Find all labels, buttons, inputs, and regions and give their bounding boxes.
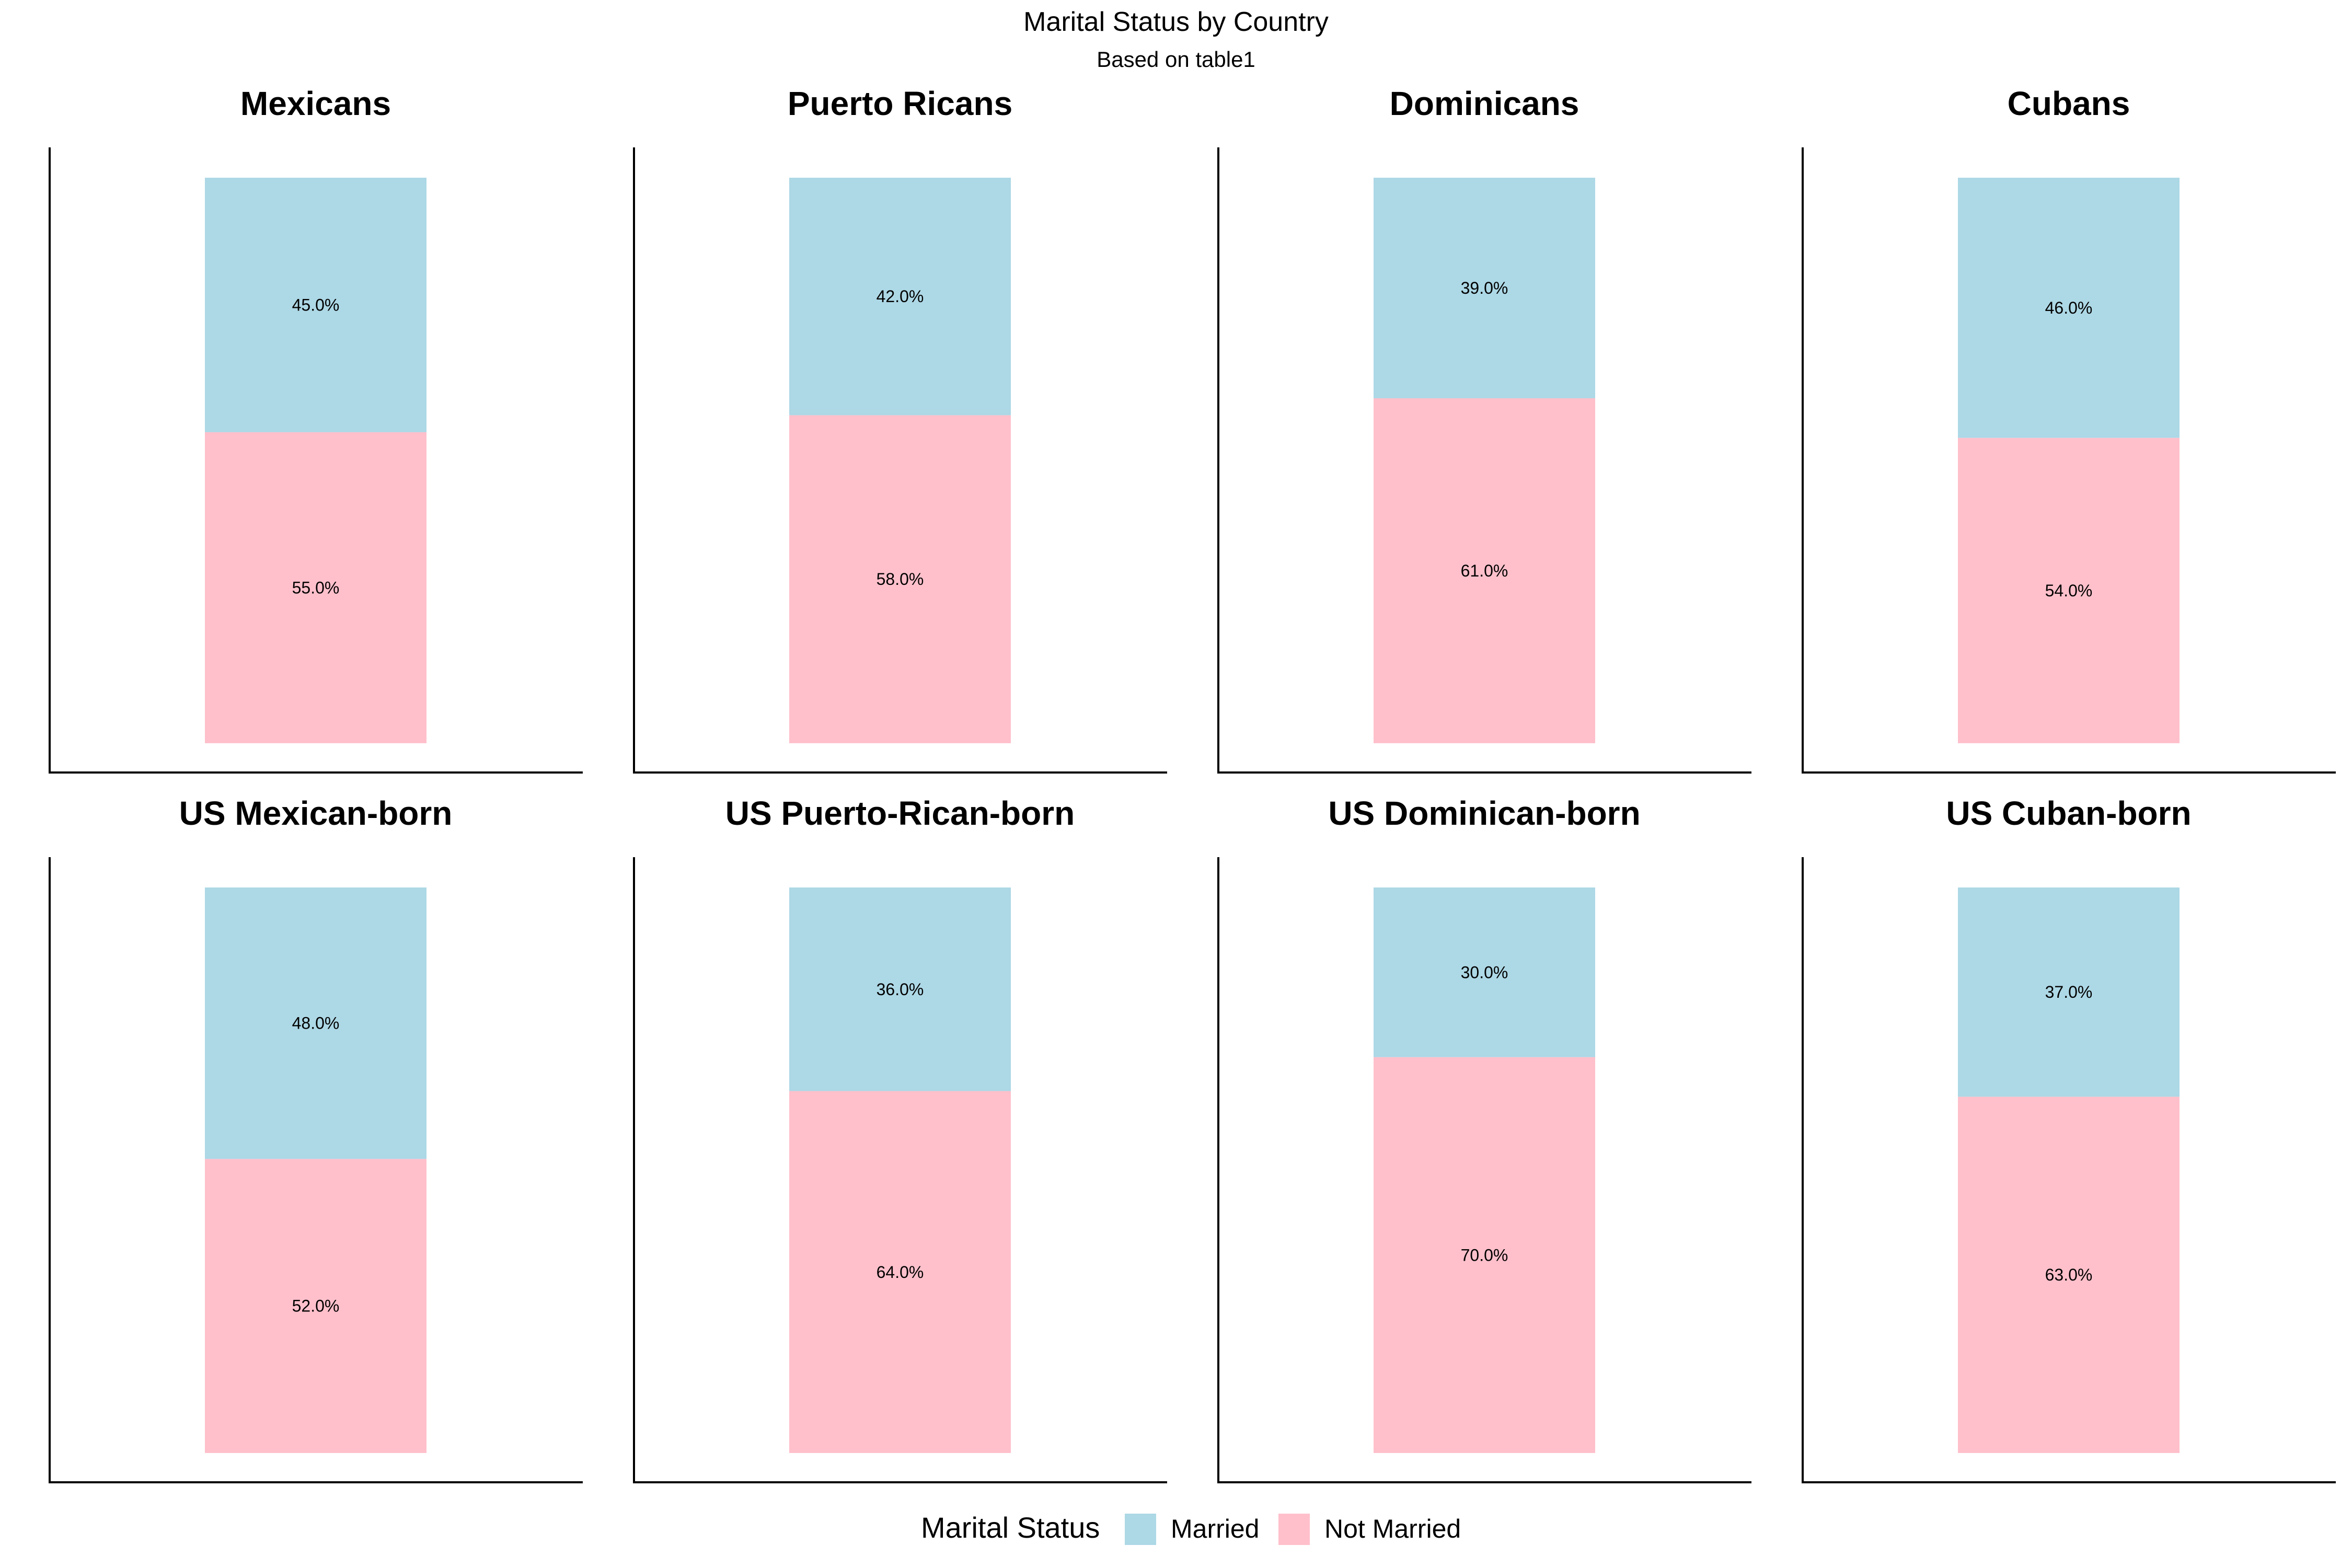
bar-married bbox=[1958, 887, 2180, 1097]
bar-married bbox=[789, 178, 1011, 416]
bar-married bbox=[205, 178, 426, 432]
bar-not-married bbox=[1374, 398, 1595, 743]
bar-not-married bbox=[205, 432, 426, 743]
data-label-not-married: 61.0% bbox=[1461, 561, 1508, 580]
panel-title-us-puerto-rican-born: US Puerto-Rican-born bbox=[725, 794, 1075, 832]
data-label-married: 42.0% bbox=[877, 287, 924, 306]
panel-title-cubans: Cubans bbox=[2008, 85, 2130, 122]
panel-title-dominicans: Dominicans bbox=[1390, 85, 1579, 122]
data-label-not-married: 55.0% bbox=[292, 578, 340, 597]
legend-swatch-married bbox=[1125, 1514, 1156, 1545]
legend-label-not-married: Not Married bbox=[1324, 1514, 1461, 1543]
bar-married bbox=[1374, 887, 1595, 1057]
data-label-not-married: 58.0% bbox=[877, 570, 924, 589]
data-label-married: 45.0% bbox=[292, 295, 340, 314]
data-label-not-married: 54.0% bbox=[2045, 581, 2093, 600]
data-label-married: 37.0% bbox=[2045, 983, 2093, 1001]
data-label-not-married: 64.0% bbox=[877, 1263, 924, 1282]
data-label-married: 36.0% bbox=[877, 980, 924, 999]
bar-not-married bbox=[1958, 1097, 2180, 1453]
chart-title: Marital Status by Country bbox=[1023, 7, 1329, 37]
legend-label-married: Married bbox=[1171, 1514, 1259, 1543]
data-label-married: 30.0% bbox=[1461, 963, 1508, 982]
legend-title: Marital Status bbox=[921, 1511, 1100, 1544]
data-label-not-married: 70.0% bbox=[1461, 1246, 1508, 1264]
data-label-married: 39.0% bbox=[1461, 279, 1508, 297]
bar-not-married bbox=[205, 1159, 426, 1453]
panel-title-us-mexican-born: US Mexican-born bbox=[179, 794, 453, 832]
panel-title-mexicans: Mexicans bbox=[240, 85, 391, 122]
bar-married bbox=[1958, 178, 2180, 438]
bar-married bbox=[789, 887, 1011, 1091]
data-label-not-married: 52.0% bbox=[292, 1297, 340, 1316]
panel-title-puerto-ricans: Puerto Ricans bbox=[788, 85, 1012, 122]
data-label-not-married: 63.0% bbox=[2045, 1265, 2093, 1284]
bar-married bbox=[205, 887, 426, 1159]
bar-married bbox=[1374, 178, 1595, 398]
bar-not-married bbox=[1374, 1057, 1595, 1453]
bar-not-married bbox=[789, 1091, 1011, 1453]
bar-not-married bbox=[1958, 437, 2180, 743]
chart-subtitle: Based on table1 bbox=[1097, 47, 1255, 72]
legend-swatch-not-married bbox=[1278, 1514, 1310, 1545]
data-label-married: 46.0% bbox=[2045, 298, 2093, 317]
data-label-married: 48.0% bbox=[292, 1014, 340, 1033]
bar-not-married bbox=[789, 415, 1011, 743]
panel-title-us-cuban-born: US Cuban-born bbox=[1946, 794, 2191, 832]
panel-title-us-dominican-born: US Dominican-born bbox=[1328, 794, 1640, 832]
